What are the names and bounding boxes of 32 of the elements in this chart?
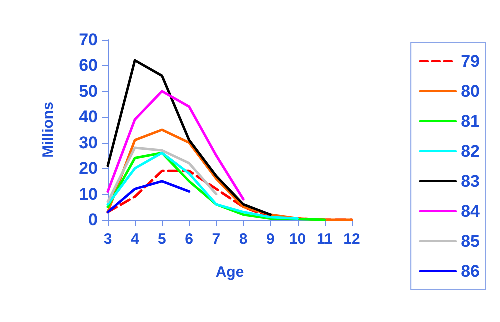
y-tick-label: 50 — [79, 82, 98, 101]
y-tick-label: 30 — [79, 133, 98, 152]
x-tick-label: 3 — [104, 231, 112, 248]
x-tick-label: 10 — [289, 231, 306, 248]
y-axis-title: Millions — [40, 102, 57, 158]
legend-label: 83 — [461, 172, 480, 191]
x-tick-label: 6 — [185, 231, 194, 248]
legend-label: 82 — [461, 142, 480, 161]
x-tick-label: 9 — [266, 231, 275, 248]
line-series — [106, 180, 191, 214]
y-tick-label: 40 — [79, 108, 98, 127]
y-tick-label: 20 — [79, 159, 98, 178]
legend-label: 84 — [461, 202, 481, 221]
x-tick-label: 11 — [316, 231, 333, 248]
x-tick-label: 4 — [130, 231, 140, 248]
x-tick-label: 5 — [158, 231, 166, 248]
y-tick-label: 60 — [79, 56, 98, 76]
line-series — [106, 146, 218, 204]
legend-label: 81 — [461, 112, 480, 131]
y-tick-label: 10 — [79, 184, 98, 204]
legend-label: 80 — [461, 82, 480, 101]
x-axis-title: Age — [216, 264, 244, 281]
x-tick-label: 12 — [344, 231, 360, 248]
x-tick-label: 8 — [239, 231, 248, 248]
x-tick-label: 7 — [212, 231, 221, 248]
y-tick-label: 70 — [79, 30, 98, 50]
legend-label: 86 — [461, 262, 480, 281]
legend-label: 85 — [461, 232, 480, 251]
line-series — [106, 59, 272, 216]
line-series — [106, 90, 245, 201]
y-tick-label: 0 — [88, 210, 98, 230]
legend-label: 79 — [461, 52, 480, 71]
